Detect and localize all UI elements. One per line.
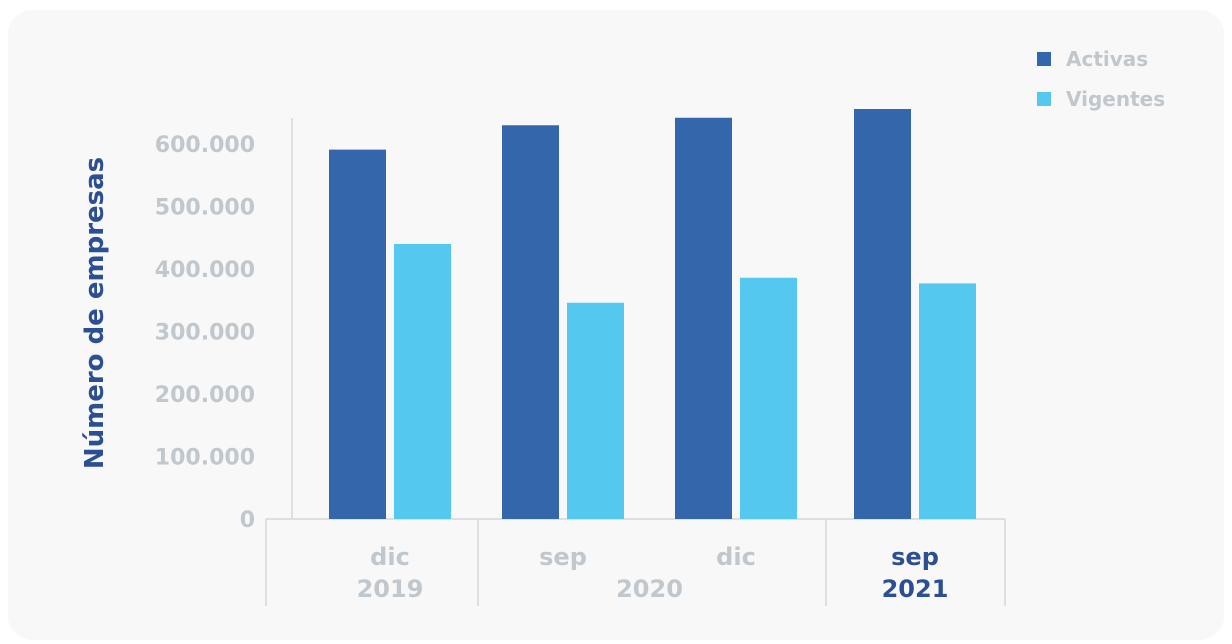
bar-vigentes [567, 302, 624, 519]
bar-activas [502, 125, 559, 519]
x-month-label: sep [891, 543, 939, 571]
legend-swatch-vigentes [1037, 92, 1051, 106]
bar-activas [854, 109, 911, 519]
legend-label-activas: Activas [1066, 47, 1148, 71]
legend-swatch-activas [1037, 52, 1051, 66]
y-tick-label: 0 [240, 508, 255, 533]
legend-label-vigentes: Vigentes [1066, 87, 1165, 111]
x-month-label: sep [539, 543, 587, 571]
x-year-label: 2021 [882, 575, 949, 603]
y-axis-label: Número de empresas [80, 157, 110, 469]
y-tick-label: 400.000 [155, 258, 255, 283]
y-tick-label: 200.000 [155, 383, 255, 408]
y-tick-label: 100.000 [155, 446, 255, 471]
x-year-label: 2019 [357, 575, 424, 603]
bar-activas [329, 149, 386, 519]
y-tick-label: 500.000 [155, 196, 255, 221]
y-tick-label: 600.000 [155, 133, 255, 158]
x-month-label: dic [716, 543, 756, 571]
y-tick-label: 300.000 [155, 321, 255, 346]
x-year-label: 2020 [616, 575, 683, 603]
x-month-label: dic [370, 543, 410, 571]
bar-activas [675, 117, 732, 519]
bar-vigentes [919, 283, 976, 519]
bar-vigentes [740, 277, 797, 519]
bar-vigentes [394, 244, 451, 519]
